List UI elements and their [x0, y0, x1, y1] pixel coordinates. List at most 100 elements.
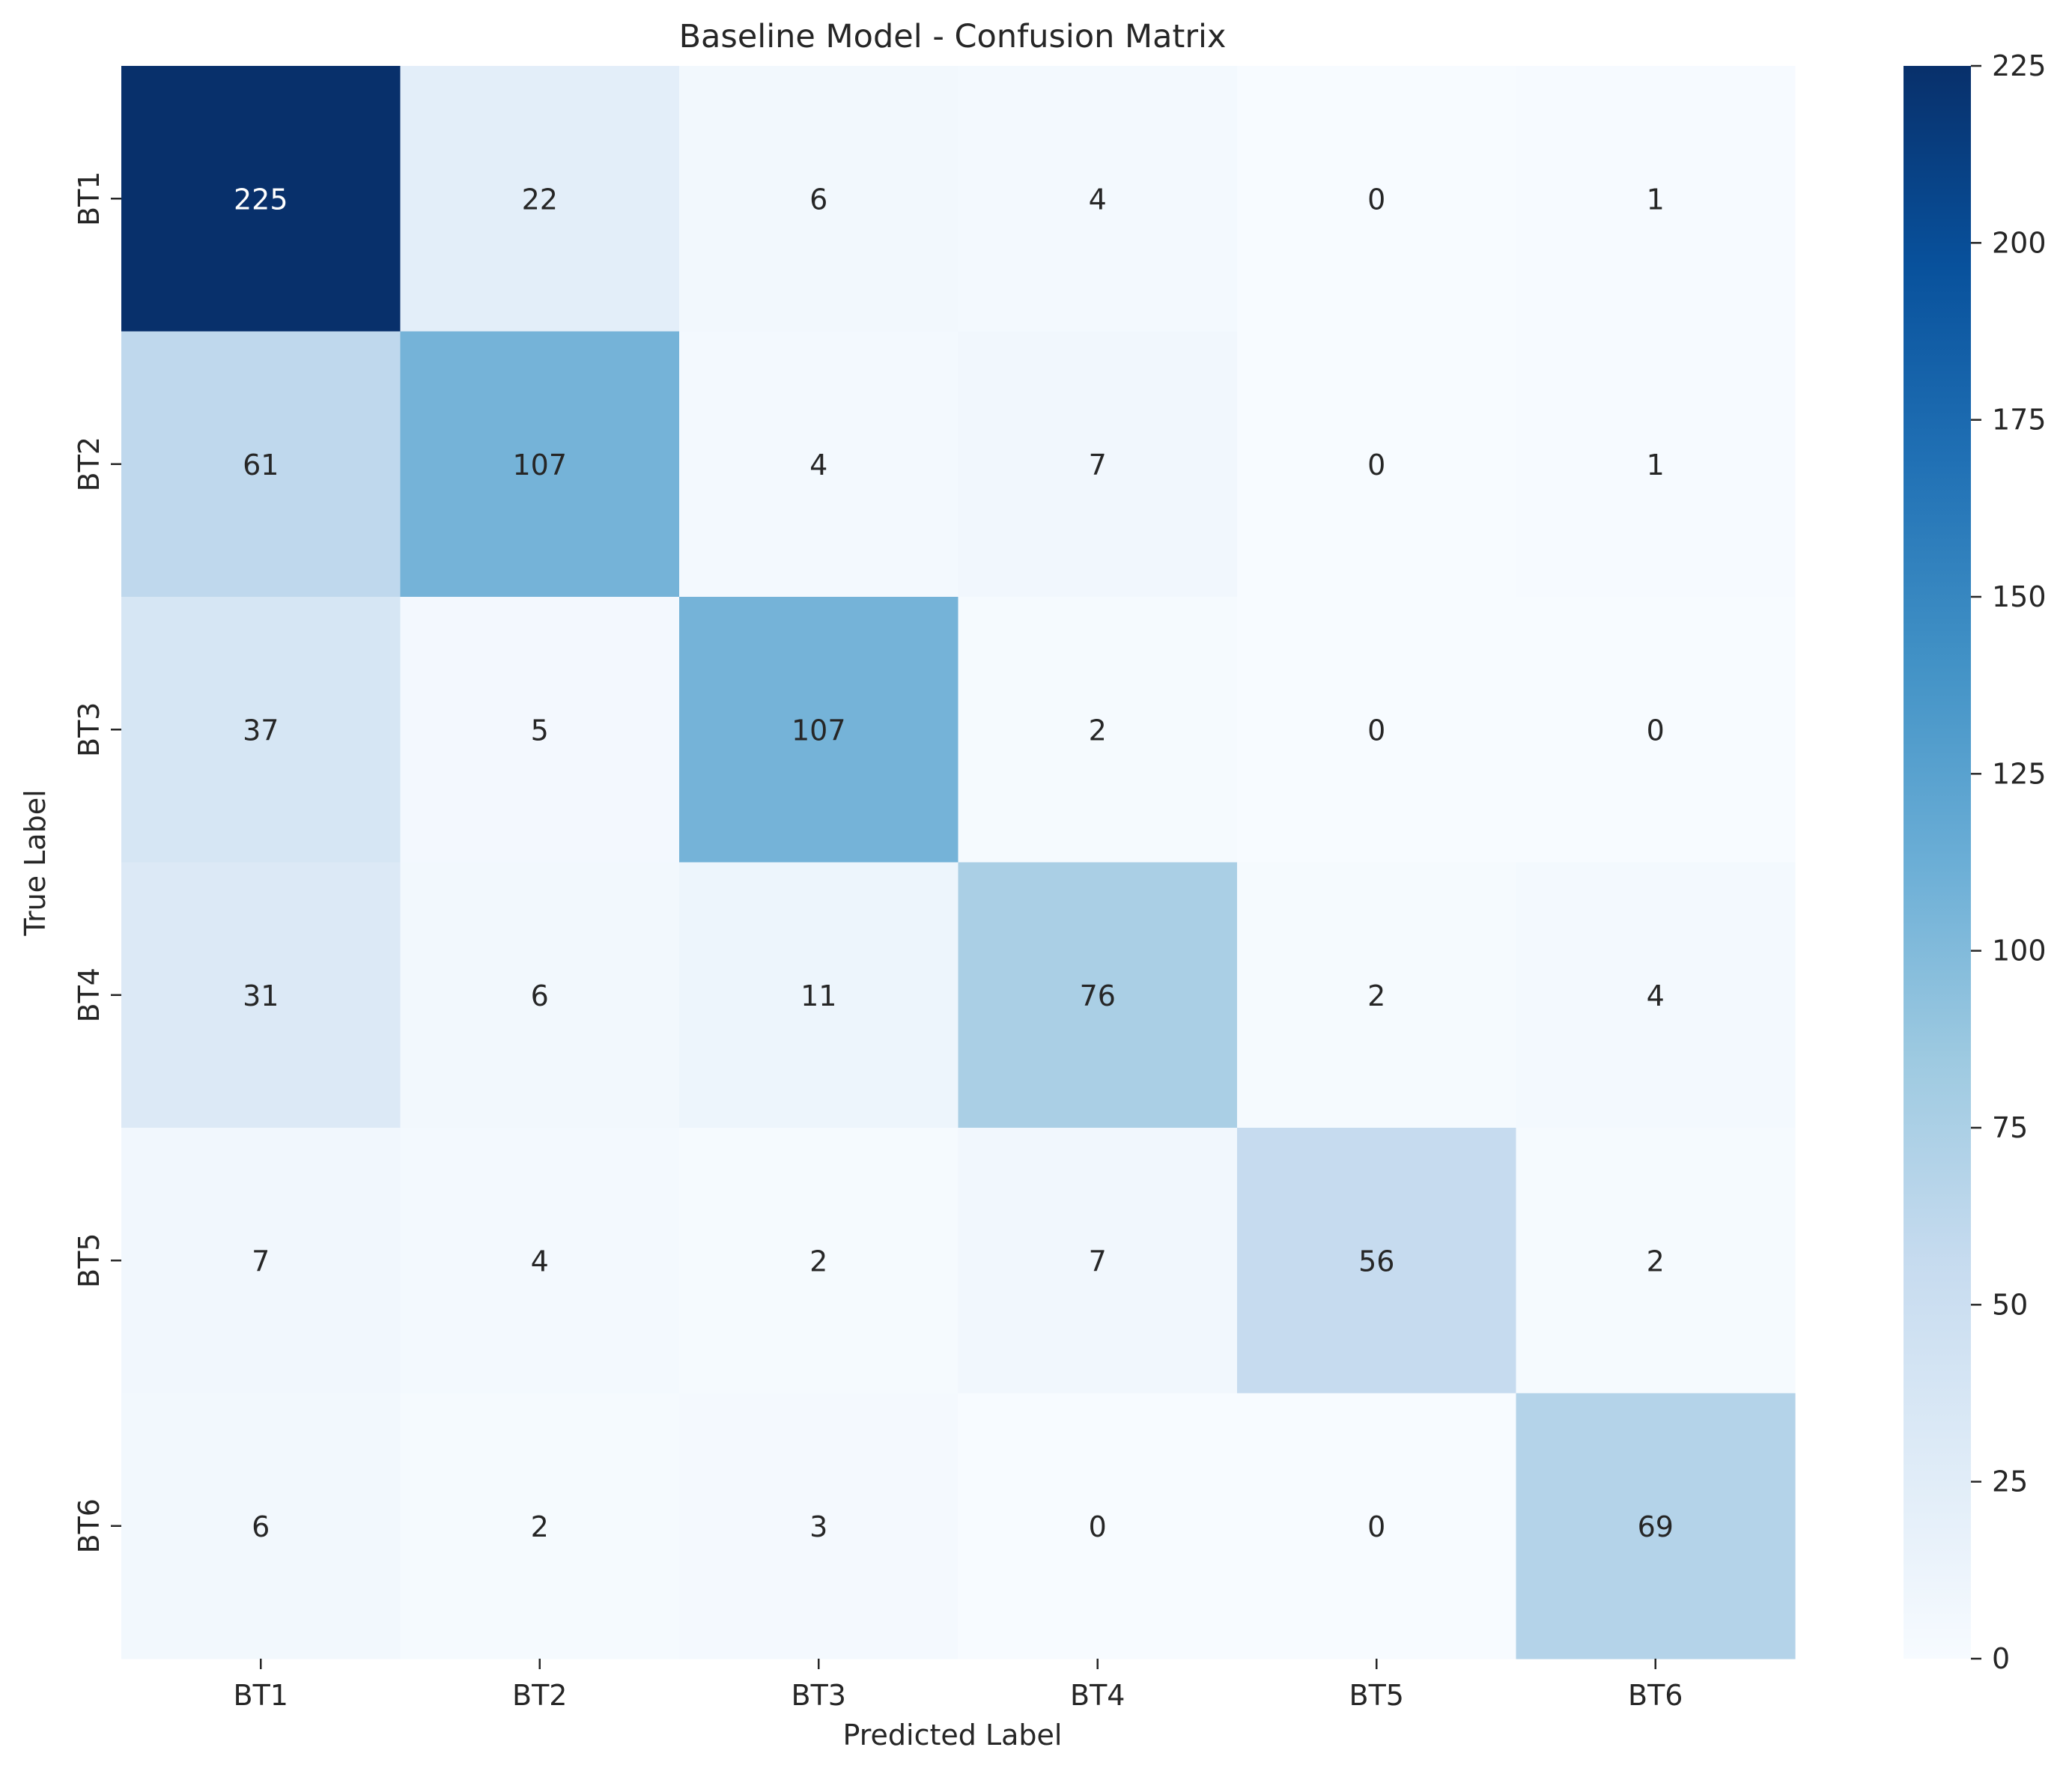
cell-value-label: 107 — [512, 449, 567, 482]
colorbar-tick-label: 150 — [1992, 580, 2047, 613]
cell-value-label: 225 — [234, 183, 288, 216]
cell-value-label: 0 — [1367, 449, 1385, 482]
cell-value-label: 3 — [809, 1510, 827, 1543]
heatmap-cell — [679, 597, 959, 863]
cell-value-label: 4 — [809, 449, 827, 482]
cell-value-label: 1 — [1647, 449, 1665, 482]
cell-value-label: 6 — [809, 183, 827, 216]
cell-value-label: 76 — [1080, 979, 1116, 1012]
x-tick-label: BT2 — [512, 1679, 567, 1712]
heatmap-cell — [121, 1128, 401, 1394]
cell-value-label: 22 — [522, 183, 558, 216]
cell-value-label: 69 — [1638, 1510, 1674, 1543]
heatmap-cell — [1237, 331, 1517, 598]
heatmap-cell — [1516, 331, 1796, 598]
cell-value-label: 7 — [1089, 1245, 1107, 1278]
cell-value-label: 56 — [1358, 1245, 1394, 1278]
heatmap-cell — [400, 66, 680, 332]
heatmap-cell — [958, 862, 1238, 1128]
cell-value-label: 2 — [1647, 1245, 1665, 1278]
x-tick-label: BT5 — [1349, 1679, 1404, 1712]
y-axis-ticks: BT1 BT2 BT3 BT4 BT5 BT6 — [73, 171, 121, 1553]
cell-value-label: 2 — [531, 1510, 549, 1543]
heatmap-cell — [1516, 66, 1796, 332]
x-tick-label: BT1 — [234, 1679, 288, 1712]
heatmap-cell — [400, 1393, 680, 1659]
cell-value-label: 2 — [1089, 714, 1107, 747]
heatmap-cell — [679, 862, 959, 1128]
heatmap-cell — [400, 597, 680, 863]
y-tick-label: BT3 — [73, 702, 106, 757]
colorbar — [1904, 66, 1971, 1659]
cell-value-label: 0 — [1367, 714, 1385, 747]
heatmap-cell — [1516, 1393, 1796, 1659]
x-tick-label: BT3 — [792, 1679, 846, 1712]
heatmap-cell — [1516, 862, 1796, 1128]
colorbar-tick-label: 200 — [1992, 226, 2047, 259]
heatmap-cell — [1516, 597, 1796, 863]
colorbar-tick-label: 100 — [1992, 935, 2047, 967]
heatmap-cell — [679, 1128, 959, 1394]
cell-value-label: 5 — [531, 714, 549, 747]
cell-value-label: 107 — [792, 714, 846, 747]
heatmap-cells — [121, 66, 1796, 1659]
colorbar-tick-label: 50 — [1992, 1288, 2028, 1321]
cell-value-label: 1 — [1647, 183, 1665, 216]
heatmap-cell-labels: 225 22 6 4 0 161 107 4 7 0 137 5 107 2 0 031 6 11 76 2 47 4 2 7… — [234, 183, 1674, 1543]
colorbar-tick-label: 125 — [1992, 757, 2047, 790]
heatmap-cell — [958, 1128, 1238, 1394]
cell-value-label: 31 — [243, 979, 279, 1012]
heatmap-cell — [121, 331, 401, 598]
heatmap-cell — [1516, 1128, 1796, 1394]
cell-value-label: 0 — [1367, 1510, 1385, 1543]
cell-value-label: 4 — [1647, 979, 1665, 1012]
cell-value-label: 61 — [243, 449, 279, 482]
cell-value-label: 0 — [1367, 183, 1385, 216]
cell-value-label: 2 — [809, 1245, 827, 1278]
y-tick-label: BT5 — [73, 1233, 106, 1288]
y-tick-label: BT6 — [73, 1498, 106, 1553]
colorbar-tick-label: 0 — [1992, 1642, 2010, 1675]
cell-value-label: 7 — [252, 1245, 270, 1278]
x-tick-label: BT4 — [1070, 1679, 1125, 1712]
heatmap-cell — [679, 66, 959, 332]
heatmap-cell — [1237, 66, 1517, 332]
heatmap-cell — [958, 1393, 1238, 1659]
heatmap-cell — [958, 597, 1238, 863]
heatmap-cell — [1237, 862, 1517, 1128]
heatmap-cell — [1237, 597, 1517, 863]
y-tick-label: BT2 — [73, 437, 106, 491]
y-tick-label: BT4 — [73, 967, 106, 1022]
cell-value-label: 4 — [1089, 183, 1107, 216]
cell-value-label: 0 — [1089, 1510, 1107, 1543]
heatmap-cell — [121, 862, 401, 1128]
cell-value-label: 4 — [531, 1245, 549, 1278]
x-axis-label: Predicted Label — [843, 1719, 1063, 1752]
colorbar-ticks: 0 25 50 75 100 125 150 175 200 225 — [1971, 49, 2047, 1675]
y-tick-label: BT1 — [73, 171, 106, 226]
cell-value-label: 7 — [1089, 449, 1107, 482]
heatmap-cell — [121, 597, 401, 863]
cell-value-label: 6 — [252, 1510, 270, 1543]
chart-title: Baseline Model - Confusion Matrix — [679, 18, 1227, 55]
cell-value-label: 2 — [1367, 979, 1385, 1012]
heatmap-cell — [400, 862, 680, 1128]
cell-value-label: 11 — [800, 979, 836, 1012]
heatmap-cell — [1237, 1128, 1517, 1394]
colorbar-tick-label: 225 — [1992, 49, 2047, 82]
colorbar-tick-label: 175 — [1992, 404, 2047, 437]
y-axis-label: True Label — [19, 789, 52, 936]
heatmap-cell — [1237, 1393, 1517, 1659]
heatmap-cell — [400, 331, 680, 598]
cell-value-label: 0 — [1647, 714, 1665, 747]
heatmap-cell — [679, 331, 959, 598]
cell-value-label: 6 — [531, 979, 549, 1012]
x-axis-ticks: BT1 BT2 BT3 BT4 BT5 BT6 — [234, 1659, 1683, 1712]
heatmap-cell — [121, 66, 401, 332]
heatmap-cell — [121, 1393, 401, 1659]
x-tick-label: BT6 — [1628, 1679, 1683, 1712]
heatmap-cell — [400, 1128, 680, 1394]
heatmap-cell — [958, 66, 1238, 332]
cell-value-label: 37 — [243, 714, 279, 747]
